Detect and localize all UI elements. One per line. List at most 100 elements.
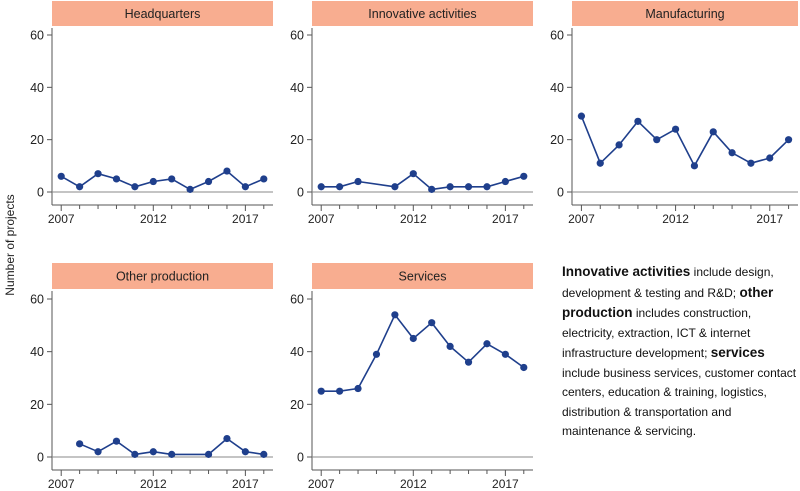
data-point — [204, 450, 213, 458]
chart-panel-4: Services 0 20 40 60 2007 2012 2017 — [290, 263, 533, 491]
panel-title: Innovative activities — [368, 7, 476, 21]
chart-panel-0: Headquarters 0 20 40 60 2007 2012 2017 — [30, 1, 273, 226]
data-point — [223, 167, 231, 175]
data-point — [76, 183, 84, 191]
data-point — [728, 149, 736, 157]
data-point — [168, 175, 176, 183]
y-tick-label: 60 — [30, 29, 44, 43]
y-tick-label: 20 — [550, 133, 564, 147]
x-tick-label: 2012 — [662, 212, 689, 226]
series-line — [60, 170, 265, 191]
y-tick-label: 20 — [290, 398, 304, 412]
data-point — [653, 136, 661, 144]
x-tick-label: 2017 — [492, 477, 519, 491]
x-tick-label: 2007 — [568, 212, 595, 226]
y-tick-label: 40 — [30, 345, 44, 359]
y-tick-label: 0 — [297, 186, 304, 200]
data-point — [409, 170, 417, 178]
data-point — [615, 141, 623, 149]
y-tick-label: 60 — [290, 293, 304, 307]
panel-title: Other production — [116, 270, 209, 284]
data-point — [428, 319, 436, 327]
panel-header-strip — [312, 263, 533, 289]
data-point — [747, 159, 755, 167]
chart-panel-2: Manufacturing 0 20 40 60 2007 2012 2017 — [550, 1, 798, 226]
data-point — [520, 172, 528, 180]
x-tick-label: 2017 — [756, 212, 783, 226]
note-services-keyword: services — [710, 345, 765, 360]
series-line — [580, 115, 790, 167]
y-tick-label: 0 — [37, 451, 44, 465]
data-point — [464, 183, 473, 191]
y-tick-label: 0 — [37, 186, 44, 200]
panel-header-strip — [52, 263, 273, 289]
y-tick-label: 40 — [30, 81, 44, 95]
x-tick-label: 2007 — [308, 212, 335, 226]
data-point — [391, 183, 399, 191]
series-line — [321, 172, 525, 191]
chart-panel-3: Other production 0 20 40 60 2007 2012 2017 — [30, 263, 273, 491]
data-point — [354, 177, 362, 186]
data-point — [671, 125, 680, 133]
note-other-production-text: includes construction, electricity, extr… — [562, 306, 752, 360]
data-point — [784, 136, 793, 144]
y-tick-label: 20 — [30, 133, 44, 147]
x-tick-label: 2012 — [140, 477, 167, 491]
panel-title: Manufacturing — [645, 7, 724, 21]
data-point — [260, 450, 268, 458]
y-tick-label: 60 — [290, 29, 304, 43]
data-point — [241, 183, 249, 191]
data-point — [241, 448, 249, 456]
panel-header-strip — [312, 1, 533, 26]
data-point — [446, 183, 454, 191]
y-tick-label: 0 — [297, 451, 304, 465]
data-point — [94, 448, 102, 456]
data-point — [577, 112, 586, 120]
note-other-production-keyword: other production — [562, 284, 774, 321]
data-point — [336, 387, 344, 395]
data-point — [766, 154, 774, 162]
data-point — [709, 128, 717, 136]
panel-header-strip — [572, 1, 798, 26]
data-point — [317, 387, 325, 395]
data-point — [204, 177, 213, 186]
x-tick-label: 2017 — [492, 212, 519, 226]
data-point — [428, 185, 436, 193]
data-point — [131, 183, 139, 191]
x-tick-label: 2007 — [308, 477, 335, 491]
data-point — [223, 434, 231, 443]
data-point — [168, 450, 176, 458]
data-point — [409, 334, 417, 343]
data-point — [372, 350, 381, 358]
x-tick-label: 2007 — [48, 212, 75, 226]
data-point — [76, 440, 84, 448]
data-point — [317, 183, 325, 191]
data-point — [149, 448, 157, 456]
note-services-text: include business services, customer cont… — [562, 365, 797, 439]
x-tick-label: 2012 — [140, 212, 167, 226]
x-tick-label: 2017 — [232, 212, 259, 226]
data-point — [260, 175, 268, 183]
y-tick-label: 20 — [290, 133, 304, 147]
panel-header-strip — [52, 1, 273, 26]
data-point — [94, 170, 102, 178]
panel-title: Headquarters — [125, 7, 201, 21]
x-tick-label: 2007 — [48, 477, 75, 491]
data-point — [634, 117, 642, 125]
category-definitions-note: Innovative activities include design, de… — [562, 262, 798, 442]
y-tick-label: 40 — [290, 345, 304, 359]
y-tick-label: 0 — [557, 186, 564, 200]
note-innovative-keyword: Innovative activities — [562, 264, 691, 279]
y-tick-label: 40 — [290, 81, 304, 95]
x-tick-label: 2012 — [400, 212, 427, 226]
y-tick-label: 60 — [550, 29, 564, 43]
data-point — [483, 340, 491, 348]
data-point — [336, 183, 344, 191]
data-point — [690, 162, 699, 170]
data-point — [112, 437, 121, 445]
series-line — [321, 313, 525, 393]
y-tick-label: 20 — [30, 398, 44, 412]
chart-panel-1: Innovative activities 0 20 40 60 2007 2012 2017 — [290, 1, 533, 226]
y-axis-label: Number of projects — [3, 194, 17, 295]
